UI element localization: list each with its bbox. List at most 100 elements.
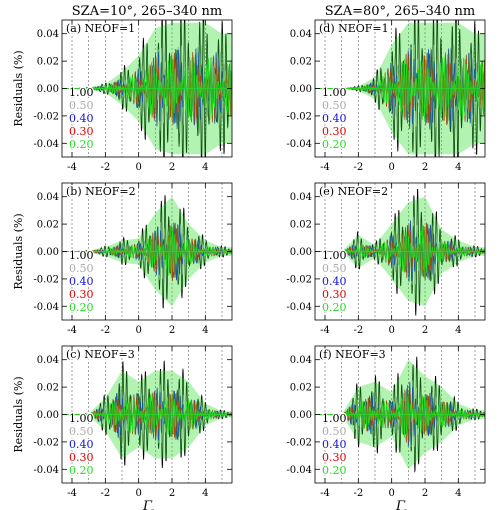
- y-tick-label: 0.04: [37, 29, 59, 40]
- y-tick-label: 0.02: [290, 57, 312, 68]
- x-tick-label: -2: [353, 162, 363, 173]
- plot-area: [315, 20, 485, 157]
- legend-entry-0.50: 0.50: [69, 99, 94, 112]
- x-tick-label: 0: [388, 325, 394, 336]
- panel-a: SZA=10°, 265–340 nm -4 -2 0 2 4 -0.04 -0.02 0.00…: [12, 4, 233, 173]
- column-title: SZA=80°, 265–340 nm: [325, 4, 475, 19]
- panel-f: -4 -2 0 2 4 -0.04 -0.02 0.00 0.02 0.04 (f) NEOF=3 1…: [286, 345, 486, 510]
- legend-entry-0.50: 0.50: [69, 262, 94, 275]
- x-axis-label-subscript: g: [149, 507, 154, 510]
- x-tick-label: 0: [388, 488, 394, 499]
- legend-entry-0.20: 0.20: [322, 301, 347, 314]
- x-axis-label-subscript: g: [402, 507, 407, 510]
- y-tick-label: -0.02: [33, 437, 59, 448]
- legend-entry-0.50: 0.50: [322, 262, 347, 275]
- y-tick-label: 0.00: [37, 84, 59, 95]
- x-tick-label: 4: [455, 162, 461, 173]
- plot-area: [62, 360, 232, 469]
- legend-entry-0.30: 0.30: [322, 451, 347, 464]
- x-tick-label: 2: [169, 162, 175, 173]
- y-tick-label: -0.04: [286, 139, 312, 150]
- panel-label: (b) NEOF=2: [66, 185, 136, 198]
- y-tick-label: 0.02: [37, 220, 59, 231]
- y-axis-label: Residuals (%): [12, 376, 25, 452]
- legend-entry-1.00: 1.00: [322, 412, 347, 425]
- y-tick-label: -0.04: [33, 465, 59, 476]
- y-tick-label: -0.02: [286, 437, 312, 448]
- legend-entry-0.40: 0.40: [69, 112, 94, 125]
- y-tick-label: 0.04: [290, 192, 312, 203]
- x-tick-label: 0: [135, 488, 141, 499]
- x-tick-label: -4: [67, 162, 77, 173]
- x-tick-label: 4: [202, 325, 208, 336]
- x-tick-label: -4: [320, 488, 330, 499]
- y-tick-label: -0.04: [286, 465, 312, 476]
- legend-entry-0.50: 0.50: [69, 425, 94, 438]
- y-tick-label: -0.02: [33, 274, 59, 285]
- legend-entry-0.40: 0.40: [322, 112, 347, 125]
- legend-entry-0.30: 0.30: [322, 125, 347, 138]
- x-tick-label: -4: [320, 162, 330, 173]
- x-tick-label: -2: [100, 325, 110, 336]
- plot-area: [62, 20, 232, 157]
- plot-area: [315, 356, 485, 473]
- panel-label: (e) NEOF=2: [319, 185, 388, 198]
- panel-label: (a) NEOF=1: [66, 22, 135, 35]
- y-tick-label: 0.00: [37, 410, 59, 421]
- x-tick-label: -2: [100, 162, 110, 173]
- y-tick-label: -0.02: [286, 274, 312, 285]
- x-tick-label: 0: [135, 325, 141, 336]
- plot-area: [315, 188, 485, 316]
- x-tick-label: 4: [455, 488, 461, 499]
- plot-area: [62, 195, 232, 309]
- x-tick-label: 2: [422, 488, 428, 499]
- legend-entry-0.20: 0.20: [69, 464, 94, 477]
- legend-entry-1.00: 1.00: [69, 86, 94, 99]
- x-tick-label: -2: [100, 488, 110, 499]
- y-tick-label: 0.00: [290, 247, 312, 258]
- x-tick-label: 2: [422, 325, 428, 336]
- column-title: SZA=10°, 265–340 nm: [72, 4, 222, 19]
- legend-entry-0.40: 0.40: [322, 438, 347, 451]
- y-tick-label: 0.04: [290, 29, 312, 40]
- x-tick-label: -4: [320, 325, 330, 336]
- x-tick-label: 4: [202, 488, 208, 499]
- x-tick-label: 4: [455, 325, 461, 336]
- legend-entry-0.50: 0.50: [322, 425, 347, 438]
- legend-entry-0.40: 0.40: [69, 438, 94, 451]
- legend-entry-0.50: 0.50: [322, 99, 347, 112]
- y-tick-label: 0.02: [37, 383, 59, 394]
- x-tick-label: -4: [67, 325, 77, 336]
- legend-entry-1.00: 1.00: [69, 249, 94, 262]
- x-tick-label: 2: [422, 162, 428, 173]
- legend-entry-0.30: 0.30: [69, 451, 94, 464]
- panel-d: SZA=80°, 265–340 nm -4 -2 0 2 4 -0.04 -0.02 0.00…: [286, 4, 486, 173]
- y-tick-label: 0.00: [37, 247, 59, 258]
- x-tick-label: 0: [135, 162, 141, 173]
- series-line-0.20: [62, 225, 232, 279]
- panel-e: -4 -2 0 2 4 -0.04 -0.02 0.00 0.02 0.04 (e) NEOF=2 1…: [286, 182, 486, 336]
- legend-entry-0.20: 0.20: [322, 464, 347, 477]
- x-tick-label: 2: [169, 488, 175, 499]
- legend-entry-0.40: 0.40: [322, 275, 347, 288]
- legend-entry-0.20: 0.20: [322, 138, 347, 151]
- panel-b: -4 -2 0 2 4 -0.04 -0.02 0.00 0.02 0.04 Residuals (…: [12, 182, 233, 336]
- x-tick-label: 4: [202, 162, 208, 173]
- panel-c: -4 -2 0 2 4 -0.04 -0.02 0.00 0.02 0.04 Residuals (…: [12, 345, 233, 510]
- series-line-0.20: [315, 391, 485, 438]
- y-tick-label: 0.02: [290, 383, 312, 394]
- y-tick-label: -0.04: [286, 302, 312, 313]
- legend-entry-0.20: 0.20: [69, 138, 94, 151]
- x-tick-label: -2: [353, 488, 363, 499]
- legend-entry-1.00: 1.00: [322, 249, 347, 262]
- y-tick-label: -0.04: [33, 139, 59, 150]
- x-tick-label: -4: [67, 488, 77, 499]
- y-tick-label: 0.04: [37, 355, 59, 366]
- legend-entry-0.30: 0.30: [322, 288, 347, 301]
- y-tick-label: 0.00: [290, 410, 312, 421]
- x-axis-label: Γ: [142, 499, 153, 510]
- y-axis-label: Residuals (%): [12, 213, 25, 289]
- y-tick-label: 0.04: [37, 192, 59, 203]
- y-tick-label: 0.04: [290, 355, 312, 366]
